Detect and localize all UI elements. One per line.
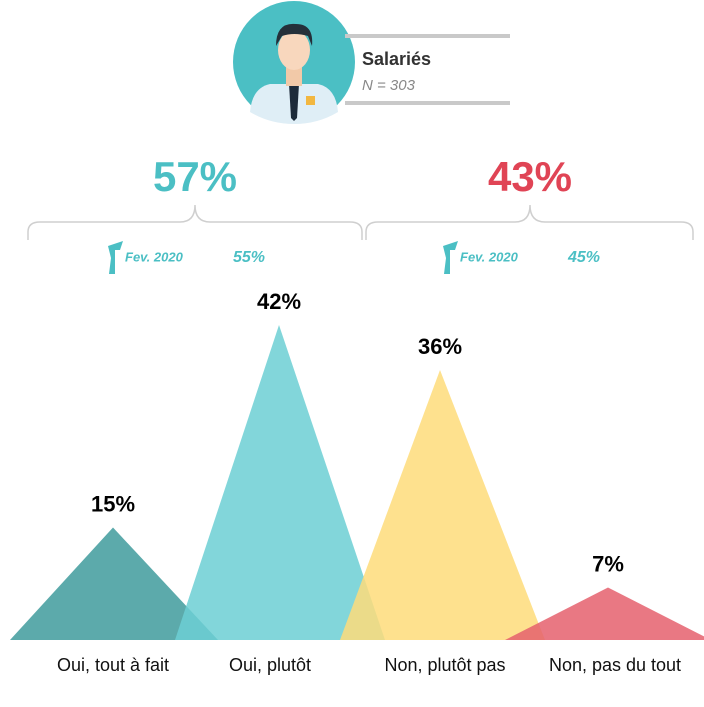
- avatar: [233, 1, 355, 124]
- previous-label: Fev. 2020: [125, 249, 184, 264]
- page: {"header": {"group": "Salariés", "sample…: [0, 0, 704, 707]
- value-label: 36%: [418, 334, 462, 359]
- previous-label: Fev. 2020: [460, 249, 519, 264]
- triangle: [505, 588, 704, 641]
- value-label: 7%: [592, 551, 624, 576]
- chart: Salariés N = 303 57% Fev. 2020 55% 43% Fev. …: [0, 0, 704, 707]
- summary-value: 57%: [153, 153, 237, 200]
- group-label: Salariés: [362, 49, 431, 69]
- summary-value: 43%: [488, 153, 572, 200]
- previous-value: 45%: [567, 249, 600, 266]
- triangle: [340, 370, 545, 640]
- trend-icon: [108, 241, 123, 274]
- previous-value: 55%: [233, 249, 265, 266]
- value-label: 42%: [257, 289, 301, 314]
- category-label: Oui, tout à fait: [28, 652, 198, 678]
- category-label: Non, plutôt pas: [360, 652, 530, 678]
- sample-size: N = 303: [362, 77, 416, 94]
- triangle: [175, 325, 385, 640]
- value-label: 15%: [91, 491, 135, 516]
- trend-icon: [443, 241, 458, 274]
- brace: [366, 205, 693, 240]
- category-label: Oui, plutôt: [185, 652, 355, 678]
- brace: [28, 205, 362, 240]
- category-label: Non, pas du tout: [540, 652, 690, 678]
